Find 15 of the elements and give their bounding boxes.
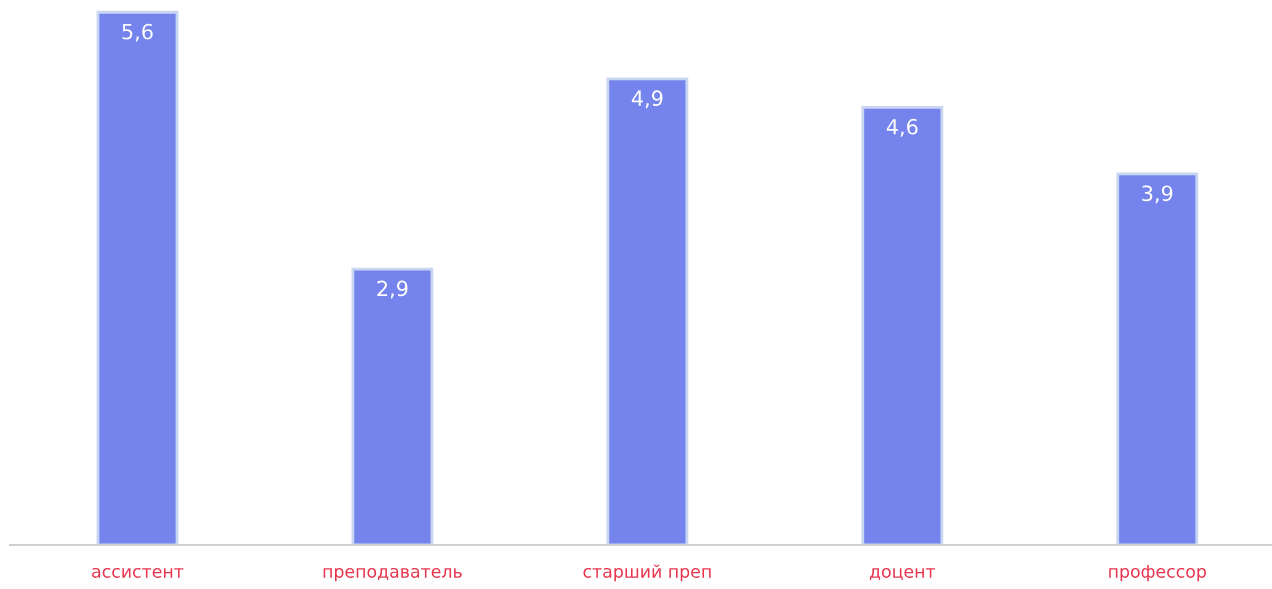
bar (861, 106, 944, 545)
x-tick-label: профессор (1109, 564, 1206, 582)
data-label: 2,9 (377, 280, 408, 299)
data-label: 3,9 (1142, 185, 1173, 204)
x-tick-label: ассистент (92, 567, 184, 578)
bar (96, 10, 179, 545)
data-label: 5,6 (122, 23, 153, 42)
bar (351, 267, 434, 545)
bar (606, 77, 689, 545)
x-tick-label: доцент (869, 567, 936, 581)
data-label: 4,9 (631, 90, 663, 109)
bar (1116, 172, 1199, 545)
x-tick-label: старший преп (583, 564, 711, 582)
x-tick-label: преподаватель (323, 567, 462, 582)
data-label: 4,6 (886, 118, 918, 137)
